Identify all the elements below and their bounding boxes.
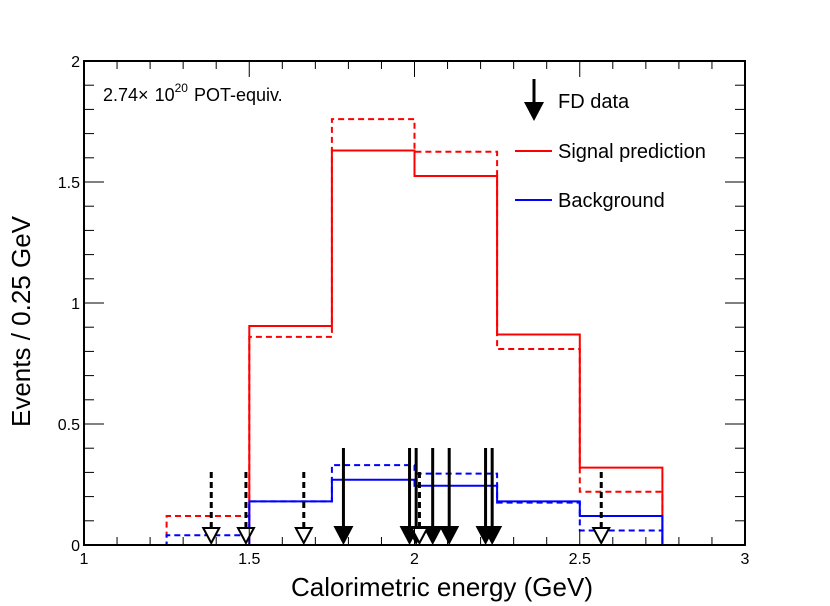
- exposure-exponent: 20: [175, 81, 189, 95]
- legend-label-background: Background: [558, 190, 665, 212]
- data-arrow-dashed: [201, 472, 221, 546]
- x-tick-label: 2.5: [569, 551, 591, 568]
- exposure-suffix: POT-equiv.: [194, 85, 283, 105]
- y-axis-title: Events / 0.25 GeV: [6, 215, 36, 427]
- data-arrow-solid: [333, 448, 354, 545]
- exposure-times: ×: [138, 85, 149, 105]
- histogram-series-0: [84, 149, 745, 546]
- y-tick-label: 1: [71, 296, 80, 313]
- exposure-label: 2.74× 1020 POT-equiv.: [103, 81, 283, 105]
- data-arrow-head: [591, 527, 611, 546]
- legend-label-fd-data: FD data: [558, 91, 630, 113]
- data-arrow-head: [439, 526, 460, 545]
- histogram-series-1: [84, 118, 745, 546]
- exposure-prefix: 2.74: [103, 85, 138, 105]
- data-arrow-solid: [482, 448, 503, 545]
- data-arrow-dashed: [294, 472, 314, 546]
- axes-frame-layer: 0 0.5 1 1.5 2 1 1.5 2 2.5 3: [58, 54, 750, 568]
- data-arrow-dashed: [236, 472, 256, 546]
- data-arrow-head: [482, 526, 503, 545]
- legend-label-signal: Signal prediction: [558, 141, 706, 163]
- y-tick-label: 1.5: [58, 175, 80, 192]
- data-arrow-head: [201, 527, 221, 546]
- legend-arrow-head-icon: [524, 102, 544, 121]
- data-arrow-solid: [439, 448, 460, 545]
- x-tick-label: 1: [80, 551, 89, 568]
- legend: FD data Signal prediction Background: [515, 79, 706, 212]
- data-arrow-layer: [201, 448, 611, 546]
- x-axis-title: Calorimetric energy (GeV): [291, 572, 593, 602]
- data-arrow-head: [236, 527, 256, 546]
- data-arrow-dashed: [591, 472, 611, 546]
- x-tick-label: 3: [741, 551, 750, 568]
- data-arrow-head: [333, 526, 354, 545]
- data-arrow-head: [409, 527, 430, 546]
- y-tick-label: 0: [71, 538, 80, 555]
- data-arrow-dashed: [409, 472, 430, 546]
- x-tick-label: 2: [410, 551, 419, 568]
- y-tick-label: 0.5: [58, 417, 80, 434]
- data-arrow-head: [422, 526, 443, 545]
- x-tick-label: 1.5: [238, 551, 260, 568]
- y-tick-label: 2: [71, 54, 80, 71]
- data-arrow-head: [294, 527, 314, 546]
- data-arrow-solid: [422, 448, 443, 545]
- exposure-base: 10: [155, 85, 175, 105]
